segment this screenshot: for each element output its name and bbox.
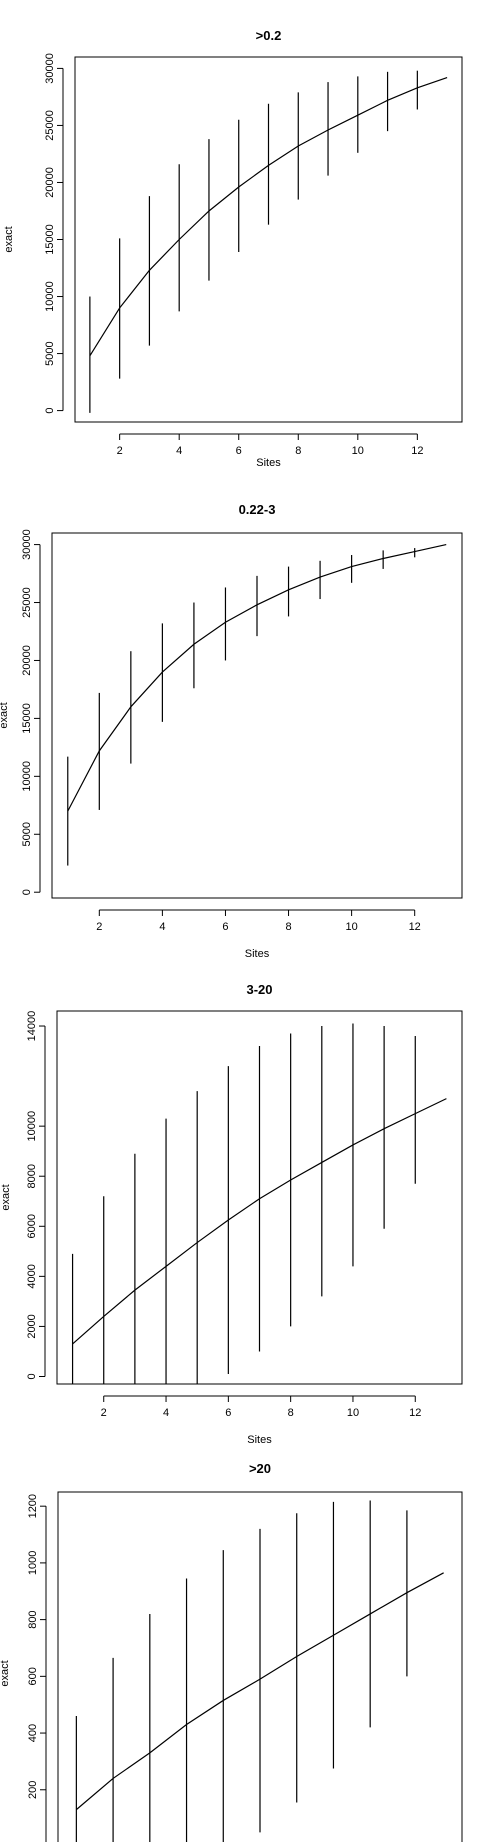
series-line (67, 544, 447, 812)
x-tick-label: 2 (101, 1407, 107, 1419)
y-tick-label: 8000 (26, 1164, 38, 1188)
plot-frame (57, 1491, 463, 1842)
chart-panel-3: 3-20 2 4 6 8 10 12 0 2000 4000 6000 8000 10000 14000 S… (0, 982, 463, 1446)
plot-frame (74, 56, 463, 423)
y-tick-label: 20000 (21, 645, 33, 676)
y-tick-label: 20000 (44, 167, 56, 198)
y-tick-label: 6000 (26, 1214, 38, 1238)
x-tick-label: 12 (411, 445, 423, 457)
series-line (72, 1098, 447, 1345)
y-axis-label: exact (0, 702, 10, 728)
chart-panel-2: 0.22-3 2 4 6 8 10 12 0 5000 10000 15000 20000 25000 3… (0, 502, 463, 960)
y-tick-label: 0 (44, 408, 56, 414)
x-tick-label: 4 (159, 921, 165, 933)
chart-title: 3-20 (246, 982, 272, 997)
y-tick-label: 2000 (26, 1314, 38, 1338)
series-line (75, 1572, 444, 1811)
chart-title: 0.22-3 (239, 502, 276, 517)
y-tick-label: 4000 (26, 1264, 38, 1288)
x-tick-label: 8 (295, 445, 301, 457)
x-axis-label: Sites (256, 457, 281, 469)
x-axis-label: Sites (245, 948, 270, 960)
x-tick-label: 10 (352, 445, 364, 457)
y-tick-label: 1200 (27, 1494, 39, 1518)
x-tick-label: 4 (163, 1407, 169, 1419)
y-tick-label: 10000 (21, 761, 33, 792)
y-axis-label: exact (0, 1184, 12, 1210)
chart-title: >20 (249, 1461, 271, 1476)
y-tick-label: 15000 (44, 224, 56, 255)
y-axis-label: exact (0, 1660, 11, 1686)
x-tick-label: 12 (409, 1407, 421, 1419)
y-axis-label: exact (3, 226, 15, 252)
x-tick-label: 6 (225, 1407, 231, 1419)
x-tick-label: 4 (176, 445, 182, 457)
x-tick-label: 12 (409, 921, 421, 933)
y-tick-label: 15000 (21, 703, 33, 734)
plot-frame (51, 532, 463, 899)
y-tick-label: 30000 (44, 53, 56, 84)
series-line (89, 76, 448, 357)
chart-title: >0.2 (256, 28, 282, 43)
x-axis-label: Sites (247, 1434, 272, 1446)
y-tick-label: 30000 (21, 529, 33, 560)
x-tick-label: 2 (96, 921, 102, 933)
data-marks (89, 70, 448, 413)
chart-panel-1: >0.2 2 4 6 8 10 12 0 5000 10000 15000 20000 25000 300… (3, 28, 463, 469)
x-tick-label: 6 (236, 445, 242, 457)
x-tick-label: 8 (285, 921, 291, 933)
y-tick-label: 200 (27, 1781, 39, 1799)
data-marks (75, 1500, 444, 1842)
y-tick-label: 800 (27, 1610, 39, 1628)
y-tick-label: 0 (21, 889, 33, 895)
y-tick-label: 600 (27, 1667, 39, 1685)
y-tick-label: 25000 (21, 587, 33, 618)
y-tick-label: 0 (26, 1373, 38, 1379)
y-tick-label: 10000 (26, 1111, 38, 1142)
plot-frame (56, 1010, 463, 1385)
y-tick-label: 400 (27, 1724, 39, 1742)
y-tick-label: 14000 (26, 1011, 38, 1042)
x-tick-label: 2 (117, 445, 123, 457)
y-tick-label: 5000 (21, 822, 33, 846)
x-tick-label: 10 (347, 1407, 359, 1419)
y-tick-label: 5000 (44, 341, 56, 365)
y-tick-label: 25000 (44, 110, 56, 141)
y-tick-label: 1000 (27, 1551, 39, 1575)
chart-panel-4: >20246810020040060080010001200exact (0, 1461, 463, 1842)
x-tick-label: 6 (222, 921, 228, 933)
x-tick-label: 10 (345, 921, 357, 933)
data-marks (71, 1023, 447, 1384)
data-marks (67, 544, 447, 866)
x-tick-label: 8 (288, 1407, 294, 1419)
y-tick-label: 10000 (44, 281, 56, 312)
